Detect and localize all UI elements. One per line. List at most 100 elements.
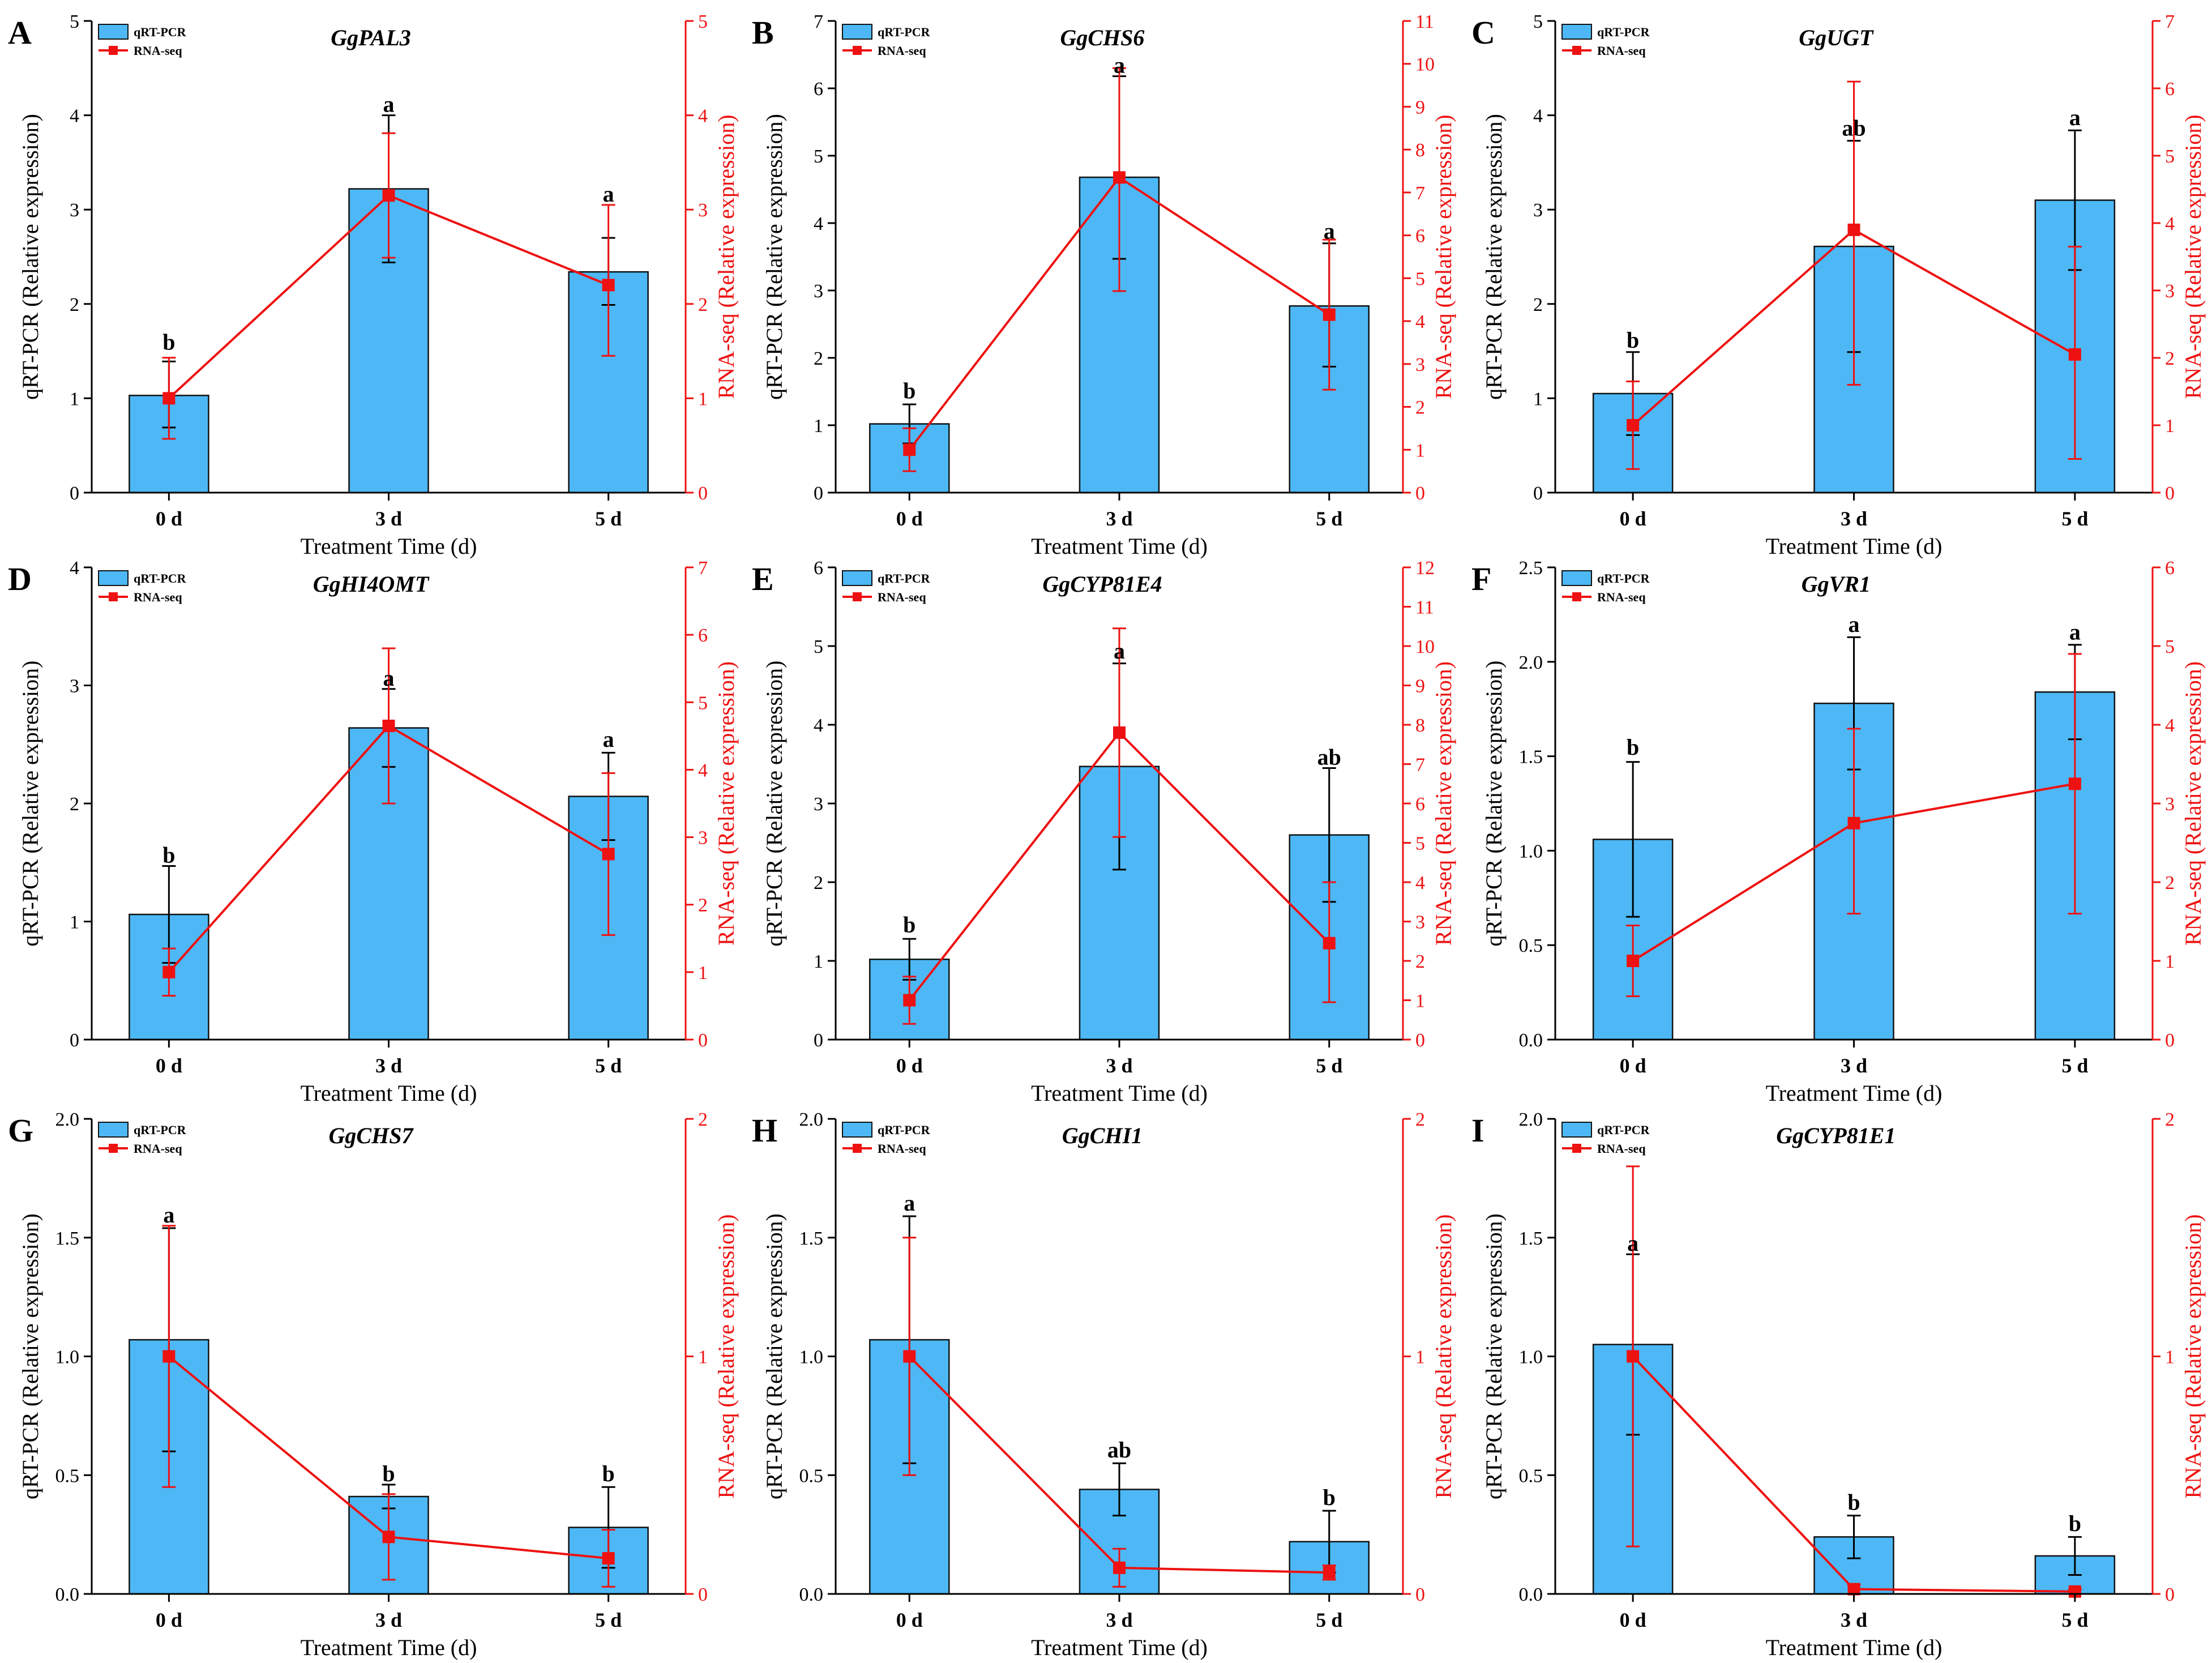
right-tick-label: 5 — [698, 692, 708, 713]
x-tick-label: 0 d — [896, 1609, 923, 1631]
significance-letter: b — [382, 1461, 395, 1486]
point-rna-seq-0 — [1627, 419, 1640, 431]
point-rna-seq-2 — [2068, 348, 2081, 361]
significance-letter: a — [603, 726, 614, 752]
legend-label-rna-seq: RNA-seq — [1597, 44, 1646, 58]
point-rna-seq-1 — [1847, 816, 1860, 830]
legend-swatch-qrt-pcr — [98, 570, 129, 586]
right-tick-label: 2 — [1415, 397, 1425, 418]
significance-letter: b — [1627, 327, 1639, 353]
left-tick-label: 1 — [70, 912, 79, 933]
left-tick-label: 0.5 — [55, 1465, 80, 1486]
right-tick-label: 2 — [698, 895, 708, 916]
error-bar-qrt-pcr-1 — [1847, 1515, 1861, 1559]
legend-marker-rna-seq — [1572, 592, 1581, 601]
left-tick-label: 0.5 — [1519, 935, 1543, 956]
left-axis-title: qRT-PCR (Relative expression) — [18, 1213, 43, 1499]
legend-swatch-qrt-pcr — [1561, 24, 1592, 40]
panel-letter: D — [8, 561, 32, 597]
x-tick-label: 3 d — [375, 507, 402, 530]
left-tick-label: 1.5 — [55, 1228, 80, 1249]
legend-label-rna-seq: RNA-seq — [134, 44, 182, 58]
left-tick-label: 1.0 — [799, 1347, 824, 1368]
right-tick-label: 3 — [698, 828, 708, 849]
point-rna-seq-2 — [1323, 308, 1336, 321]
left-tick-label: 2 — [814, 348, 823, 369]
left-tick-label: 2.0 — [1519, 1109, 1543, 1130]
x-tick-label: 5 d — [595, 507, 622, 530]
right-tick-label: 2 — [2165, 1109, 2175, 1130]
left-tick-label: 0.5 — [799, 1465, 824, 1486]
legend-label-qrt-pcr: qRT-PCR — [1597, 25, 1650, 39]
point-rna-seq-0 — [162, 392, 176, 405]
left-axis-title: qRT-PCR (Relative expression) — [761, 114, 787, 400]
x-tick-label: 3 d — [375, 1609, 402, 1631]
right-tick-label: 4 — [698, 760, 708, 781]
error-bar-qrt-pcr-1 — [1113, 1462, 1126, 1517]
right-tick-label: 12 — [1415, 558, 1435, 579]
x-tick-label: 3 d — [1106, 507, 1132, 530]
left-tick-label: 1.0 — [55, 1347, 80, 1368]
legend: qRT-PCR RNA-seq — [1561, 1122, 1650, 1156]
right-tick-label: 3 — [1415, 354, 1425, 375]
x-axis-title: Treatment Time (d) — [1031, 1080, 1208, 1106]
right-tick-label: 0 — [1415, 1584, 1425, 1605]
left-axis-title: qRT-PCR (Relative expression) — [1481, 114, 1507, 400]
right-tick-label: 5 — [1415, 268, 1425, 289]
legend-label-rna-seq: RNA-seq — [878, 590, 926, 604]
right-tick-label: 2 — [698, 294, 708, 315]
right-tick-label: 7 — [1415, 183, 1425, 204]
right-tick-label: 4 — [2165, 715, 2175, 736]
legend-label-qrt-pcr: qRT-PCR — [1597, 571, 1650, 585]
significance-letter: a — [383, 665, 395, 691]
legend-swatch-qrt-pcr — [1561, 570, 1592, 586]
significance-letter: b — [1847, 1489, 1860, 1515]
left-tick-label: 3 — [70, 676, 79, 697]
left-axis-title: qRT-PCR (Relative expression) — [18, 661, 43, 947]
point-rna-seq-1 — [1113, 171, 1126, 184]
right-tick-label: 3 — [1415, 912, 1425, 933]
panel-title: GgHI4OMT — [313, 571, 430, 597]
point-rna-seq-2 — [1323, 1566, 1336, 1579]
point-rna-seq-2 — [1323, 937, 1336, 950]
left-tick-label: 1.5 — [799, 1228, 824, 1249]
panel-title: GgVR1 — [1802, 571, 1871, 597]
legend-swatch-qrt-pcr — [98, 24, 129, 40]
right-tick-label: 0 — [1415, 483, 1425, 504]
error-bar-qrt-pcr-0 — [1626, 761, 1640, 918]
right-tick-label: 0 — [698, 483, 708, 504]
legend-marker-rna-seq — [109, 46, 118, 55]
legend-label-qrt-pcr: qRT-PCR — [878, 25, 931, 39]
right-tick-label: 1 — [2165, 951, 2175, 972]
left-tick-label: 0.0 — [1519, 1584, 1543, 1605]
left-tick-label: 4 — [1533, 106, 1543, 127]
left-tick-label: 2.0 — [55, 1109, 80, 1130]
legend-label-rna-seq: RNA-seq — [134, 1142, 182, 1156]
right-tick-label: 7 — [1415, 755, 1425, 776]
significance-letter: ab — [1842, 115, 1866, 140]
x-tick-label: 3 d — [375, 1054, 402, 1077]
right-axis-title: RNA-seq (Relative expression) — [2180, 114, 2206, 399]
legend-label-qrt-pcr: qRT-PCR — [134, 1123, 187, 1137]
panel-d: Db a a 0 1 2 3 4 0 1 2 3 4 5 6 7 0 d 3 d 5 d Treatment Time… — [8, 558, 739, 1106]
x-tick-label: 0 d — [896, 507, 923, 530]
panel-g: Ga b b 0.0 0.5 1.0 1.5 2.0 0 1 2 0 d 3 d 5 d Treatment… — [8, 1109, 739, 1660]
x-tick-label: 5 d — [2061, 1054, 2088, 1077]
panel-h: Ha ab b 0.0 0.5 1.0 1.5 2.0 0 1 2 0 d 3 d 5 d Treatmen… — [752, 1109, 1456, 1660]
x-axis-title: Treatment Time (d) — [1031, 533, 1208, 559]
right-tick-label: 4 — [1415, 311, 1425, 332]
x-tick-label: 5 d — [2061, 1609, 2088, 1631]
right-tick-label: 6 — [2165, 79, 2175, 100]
x-tick-label: 3 d — [1106, 1609, 1132, 1631]
panel-letter: G — [8, 1112, 33, 1149]
significance-letter: b — [1323, 1485, 1336, 1510]
legend-label-qrt-pcr: qRT-PCR — [878, 571, 931, 585]
right-tick-label: 4 — [698, 106, 708, 127]
right-tick-label: 0 — [2165, 1030, 2175, 1051]
legend-marker-rna-seq — [109, 592, 118, 601]
x-tick-label: 5 d — [595, 1054, 622, 1077]
significance-letter: a — [2069, 619, 2081, 644]
legend-label-qrt-pcr: qRT-PCR — [134, 25, 187, 39]
right-tick-label: 10 — [1415, 636, 1435, 657]
right-tick-label: 0 — [698, 1584, 708, 1605]
